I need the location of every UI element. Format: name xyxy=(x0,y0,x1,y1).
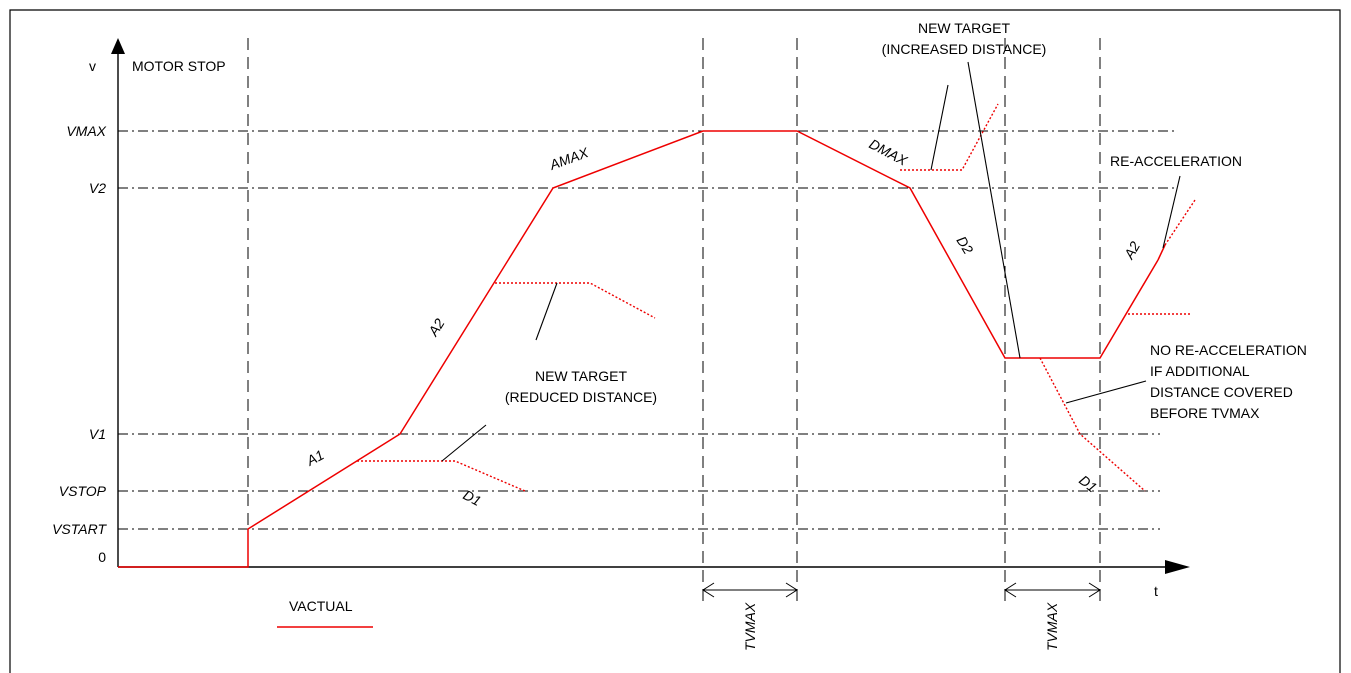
reduced-distance-path-high xyxy=(495,282,656,319)
segment-label-d1-right: D1 xyxy=(1076,472,1100,496)
level-label-zero: 0 xyxy=(98,549,106,565)
no-reaccel-line1: NO RE-ACCELERATION xyxy=(1150,342,1307,358)
new-target-reduced-line2: (REDUCED DISTANCE) xyxy=(505,389,657,405)
new-target-increased-line1: NEW TARGET xyxy=(918,20,1010,36)
no-reaccel-line2: IF ADDITIONAL xyxy=(1150,363,1250,379)
level-label-v2: V2 xyxy=(89,180,106,196)
level-label-vmax: VMAX xyxy=(66,123,106,139)
no-reacceleration-path xyxy=(1039,357,1146,492)
segment-label-a1: A1 xyxy=(303,446,327,469)
motor-stop-label: MOTOR STOP xyxy=(132,58,226,74)
vactual-profile xyxy=(118,130,1159,568)
leader-reduced-high xyxy=(535,282,558,341)
segment-label-d1-left: D1 xyxy=(461,487,484,510)
tvmax-dimension-2 xyxy=(1004,582,1101,598)
re-acceleration-label: RE-ACCELERATION xyxy=(1110,153,1242,169)
legend-label: VACTUAL xyxy=(289,598,353,614)
level-label-v1: V1 xyxy=(89,426,106,442)
level-label-vstart: VSTART xyxy=(52,521,107,537)
new-target-reduced-line1: NEW TARGET xyxy=(535,368,627,384)
x-axis-arrow-icon xyxy=(1165,560,1190,574)
segment-label-d2: D2 xyxy=(953,233,976,257)
leader-increased-dmax xyxy=(930,84,949,171)
leader-reacceleration xyxy=(1162,175,1181,249)
tvmax-label-1: TVMAX xyxy=(742,602,758,651)
no-reaccel-line3: DISTANCE COVERED xyxy=(1150,384,1293,400)
diagram-frame xyxy=(9,9,1341,673)
segment-label-amax: AMAX xyxy=(547,144,591,173)
leader-no-reacceleration xyxy=(1065,380,1147,404)
reacceleration-dotted-upper xyxy=(1164,199,1196,246)
no-reaccel-line4: BEFORE TVMAX xyxy=(1150,405,1260,421)
segment-label-dmax: DMAX xyxy=(867,136,911,169)
new-target-increased-line2: (INCREASED DISTANCE) xyxy=(882,41,1047,57)
leader-reduced-low xyxy=(441,424,487,462)
tvmax-dimension-1 xyxy=(702,582,798,598)
reacceleration-extension xyxy=(1157,244,1166,261)
increased-distance-path xyxy=(900,103,999,171)
tvmax-label-2: TVMAX xyxy=(1044,602,1060,651)
segment-label-a2: A2 xyxy=(424,315,447,339)
y-axis-arrow-icon xyxy=(111,38,125,54)
level-label-vstop: VSTOP xyxy=(59,483,107,499)
leader-increased-d2 xyxy=(967,61,1021,359)
reduced-distance-path-low xyxy=(357,460,526,492)
segment-label-a2-reaccel: A2 xyxy=(1120,238,1143,262)
y-axis-label: v xyxy=(89,58,96,74)
x-axis-label: t xyxy=(1154,583,1158,599)
